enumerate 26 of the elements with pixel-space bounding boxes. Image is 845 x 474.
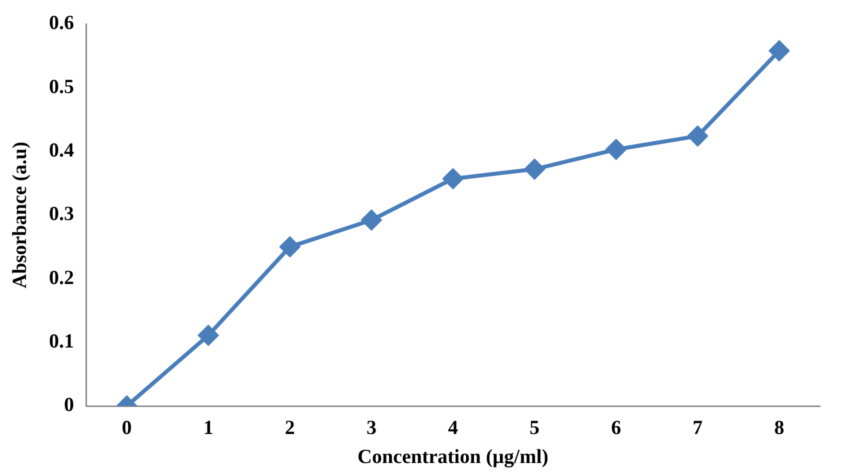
y-tick-label: 0.3 xyxy=(49,203,74,226)
x-tick-label: 1 xyxy=(203,417,214,440)
x-tick-label: 3 xyxy=(366,417,376,440)
y-tick-label: 0.5 xyxy=(49,76,74,98)
x-tick-label: 7 xyxy=(692,417,703,440)
y-tick-label: 0.1 xyxy=(49,330,74,353)
point xyxy=(606,139,626,160)
y-tick-label: 0.6 xyxy=(49,12,74,34)
x-tick-label: 5 xyxy=(530,417,540,440)
y-tick-label: 0.2 xyxy=(49,266,74,289)
y-tick-label: 0 xyxy=(64,394,74,416)
point xyxy=(769,40,790,61)
point xyxy=(688,126,708,146)
y-axis-title: Absorbance (a.u) xyxy=(9,142,32,288)
point xyxy=(524,159,545,180)
point xyxy=(198,325,218,346)
x-tick-label: 6 xyxy=(611,417,622,440)
x-tick-label: 0 xyxy=(122,417,132,440)
y-tick-label: 0.4 xyxy=(49,140,74,162)
x-tick-label: 8 xyxy=(774,417,784,440)
x-axis-title: Concentration (µg/ml) xyxy=(358,446,548,468)
x-tick-label: 4 xyxy=(448,417,458,440)
point xyxy=(361,210,382,230)
point xyxy=(443,168,463,189)
point xyxy=(280,236,300,257)
x-tick-label: 2 xyxy=(284,417,295,440)
